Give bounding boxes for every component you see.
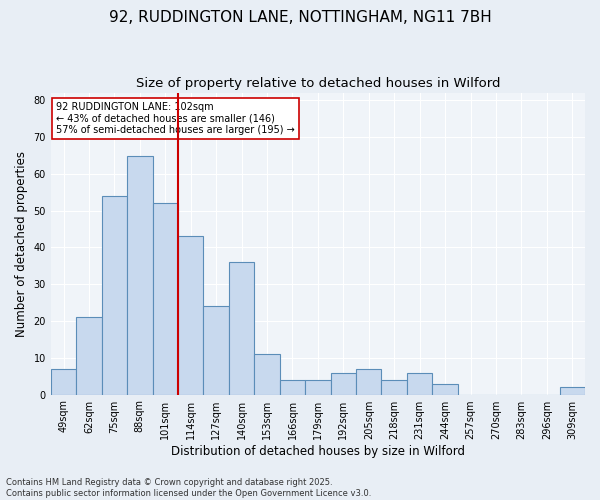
Bar xyxy=(229,262,254,394)
Bar xyxy=(152,204,178,394)
Bar xyxy=(433,384,458,394)
Bar xyxy=(331,372,356,394)
X-axis label: Distribution of detached houses by size in Wilford: Distribution of detached houses by size … xyxy=(171,444,465,458)
Bar xyxy=(76,318,101,394)
Text: 92, RUDDINGTON LANE, NOTTINGHAM, NG11 7BH: 92, RUDDINGTON LANE, NOTTINGHAM, NG11 7B… xyxy=(109,10,491,25)
Y-axis label: Number of detached properties: Number of detached properties xyxy=(15,151,28,337)
Text: 92 RUDDINGTON LANE: 102sqm
← 43% of detached houses are smaller (146)
57% of sem: 92 RUDDINGTON LANE: 102sqm ← 43% of deta… xyxy=(56,102,295,136)
Bar xyxy=(382,380,407,394)
Title: Size of property relative to detached houses in Wilford: Size of property relative to detached ho… xyxy=(136,78,500,90)
Bar xyxy=(356,369,382,394)
Bar xyxy=(51,369,76,394)
Bar xyxy=(560,387,585,394)
Bar xyxy=(407,372,433,394)
Bar xyxy=(280,380,305,394)
Bar xyxy=(101,196,127,394)
Text: Contains HM Land Registry data © Crown copyright and database right 2025.
Contai: Contains HM Land Registry data © Crown c… xyxy=(6,478,371,498)
Bar xyxy=(178,236,203,394)
Bar xyxy=(254,354,280,395)
Bar xyxy=(305,380,331,394)
Bar xyxy=(203,306,229,394)
Bar xyxy=(127,156,152,394)
